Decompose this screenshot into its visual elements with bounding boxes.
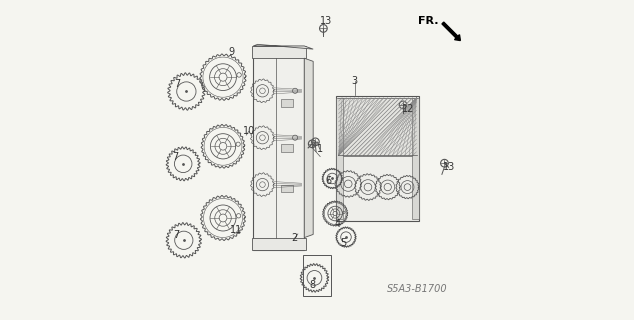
Text: 2: 2	[292, 233, 298, 243]
Bar	[281, 144, 292, 152]
Text: 10: 10	[243, 126, 255, 136]
Text: 13: 13	[443, 162, 456, 172]
Polygon shape	[304, 58, 313, 238]
Bar	[253, 46, 304, 250]
Text: 7: 7	[172, 152, 178, 162]
Text: 1: 1	[316, 144, 323, 154]
Text: S5A3-B1700: S5A3-B1700	[387, 284, 448, 294]
Text: 9: 9	[228, 47, 235, 57]
Bar	[252, 238, 306, 250]
Bar	[338, 98, 417, 156]
Text: 3: 3	[351, 76, 358, 86]
Text: 12: 12	[402, 104, 414, 114]
Text: 11: 11	[230, 225, 242, 235]
FancyArrow shape	[442, 22, 460, 41]
Text: 6: 6	[325, 176, 332, 186]
Text: 8: 8	[310, 280, 316, 290]
Bar	[252, 46, 306, 58]
Text: 13: 13	[320, 16, 333, 27]
Text: 5: 5	[340, 238, 347, 248]
Bar	[413, 98, 419, 219]
Bar	[336, 96, 419, 220]
Bar	[281, 99, 292, 107]
Text: 7: 7	[174, 78, 181, 89]
Bar	[302, 255, 331, 296]
Text: 4: 4	[334, 219, 340, 229]
Text: 7: 7	[174, 230, 180, 240]
Bar	[281, 185, 292, 193]
Polygon shape	[253, 44, 313, 49]
Bar	[336, 98, 342, 219]
Text: FR.: FR.	[418, 16, 438, 27]
